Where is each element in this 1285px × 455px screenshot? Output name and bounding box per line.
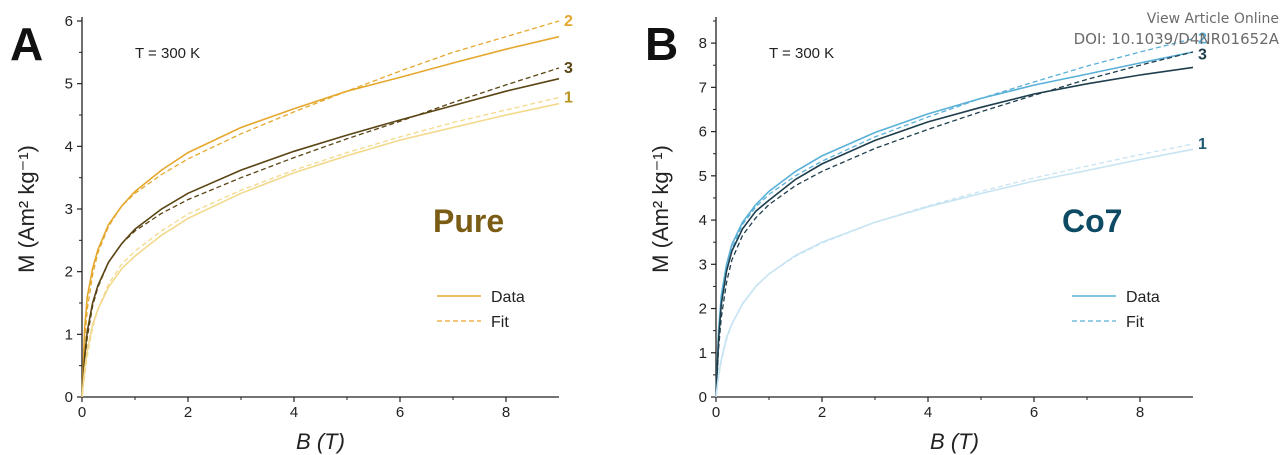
y-tick-label: 0 xyxy=(65,389,73,406)
y-tick-label: 2 xyxy=(699,301,707,318)
panel-title: Co7 xyxy=(1062,203,1122,239)
legend-fit-label: Fit xyxy=(491,314,509,331)
series-2-data-line xyxy=(715,51,1194,398)
x-axis-title: B (T) xyxy=(930,429,979,454)
x-tick-label: 8 xyxy=(502,404,510,421)
series-end-label-1: 1 xyxy=(564,89,573,106)
x-tick-label: 0 xyxy=(712,404,720,421)
series-1-fit-line xyxy=(715,143,1194,398)
y-tick-label: 1 xyxy=(699,345,707,362)
series-3-fit-line xyxy=(81,67,560,398)
x-tick-label: 0 xyxy=(78,404,86,421)
series-1-data-line xyxy=(715,148,1194,398)
y-tick-label: 3 xyxy=(699,256,707,273)
x-axis-title: B (T) xyxy=(296,429,345,454)
y-tick-label: 6 xyxy=(65,13,73,30)
panel-letter: A xyxy=(10,18,43,70)
x-tick-label: 4 xyxy=(924,404,932,421)
y-tick-label: 5 xyxy=(699,168,707,185)
legend-data-label: Data xyxy=(1126,289,1160,306)
x-tick-label: 2 xyxy=(184,404,192,421)
y-tick-label: 7 xyxy=(699,79,707,96)
panel-letter: B xyxy=(645,18,678,70)
panel-a: 0 2 4 6 8 0 1 2 3 4 5 6 B (T) M (Am² kg⁻¹) A T = 300 K P… xyxy=(10,13,573,454)
doi-text: DOI: 10.1039/D4NR01652A xyxy=(1073,30,1279,48)
series-end-label-2: 2 xyxy=(1198,31,1207,48)
series-end-label-1: 1 xyxy=(1198,136,1207,153)
y-tick-label: 4 xyxy=(65,138,73,155)
temperature-label: T = 300 K xyxy=(769,45,834,62)
series-3-fit-line xyxy=(715,51,1194,398)
series-3-data-line xyxy=(81,77,560,398)
series-1-data-line xyxy=(81,102,560,398)
x-tick-label: 6 xyxy=(1030,404,1038,421)
view-article-online-text: View Article Online xyxy=(1146,11,1279,27)
temperature-label: T = 300 K xyxy=(135,45,200,62)
y-tick-label: 0 xyxy=(699,389,707,406)
x-tick-label: 2 xyxy=(818,404,826,421)
series-2-data-line xyxy=(81,35,560,398)
panel-title: Pure xyxy=(433,203,504,239)
y-tick-label: 6 xyxy=(699,124,707,141)
y-tick-label: 8 xyxy=(699,35,707,52)
y-axis-title: M (Am² kg⁻¹) xyxy=(14,145,39,273)
legend-fit-label: Fit xyxy=(1126,314,1144,331)
x-tick-label: 8 xyxy=(1136,404,1144,421)
series-end-label-2: 2 xyxy=(564,13,573,30)
y-tick-label: 5 xyxy=(65,76,73,93)
series-1-fit-line xyxy=(81,96,560,398)
y-tick-label: 2 xyxy=(65,264,73,281)
y-tick-label: 3 xyxy=(65,201,73,218)
series-2-fit-line xyxy=(81,20,560,398)
series-end-label-3: 3 xyxy=(1198,47,1207,64)
legend-data-label: Data xyxy=(491,289,525,306)
x-tick-label: 6 xyxy=(396,404,404,421)
series-end-label-3: 3 xyxy=(564,60,573,77)
y-tick-label: 1 xyxy=(65,326,73,343)
y-axis-title: M (Am² kg⁻¹) xyxy=(648,145,673,273)
y-tick-label: 4 xyxy=(699,212,707,229)
x-tick-label: 4 xyxy=(290,404,298,421)
